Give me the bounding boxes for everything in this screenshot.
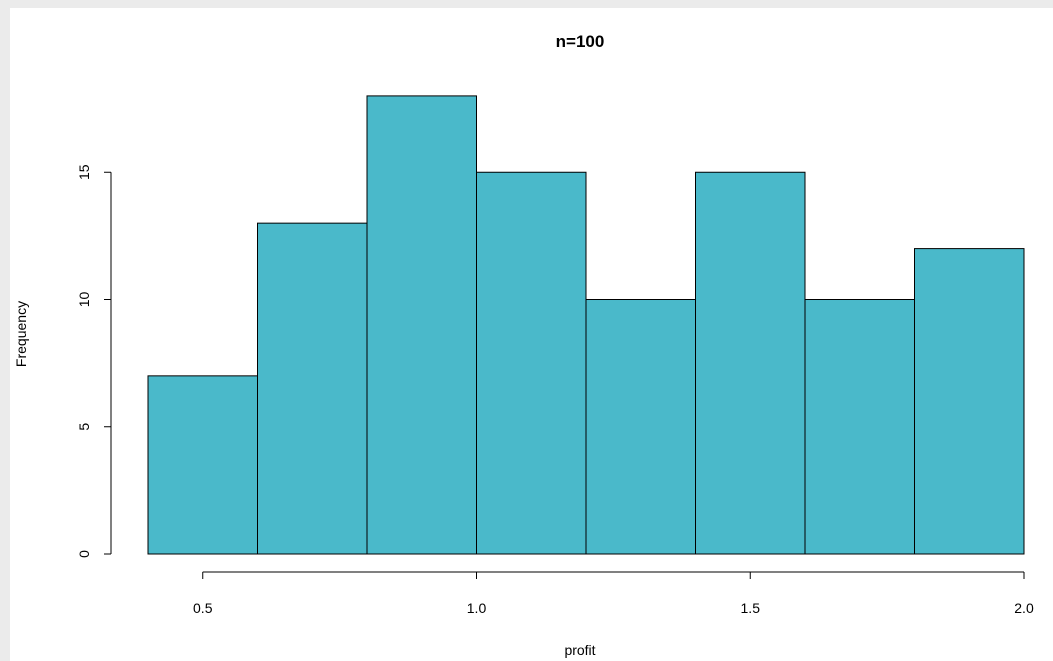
x-tick-label: 2.0 (1014, 600, 1034, 616)
y-axis: 0 5 10 15 (76, 164, 112, 558)
bars-group (147, 95, 1025, 555)
x-tick-label: 1.5 (741, 600, 761, 616)
x-axis-label: profit (564, 642, 595, 658)
x-tick-label: 0.5 (193, 600, 213, 616)
histogram-bar-7 (804, 299, 915, 555)
y-tick-label: 0 (76, 550, 92, 558)
histogram-bar-6 (695, 171, 806, 555)
histogram-bar-8 (914, 248, 1025, 555)
x-tick-label: 1.0 (467, 600, 487, 616)
histogram-bar-4 (476, 171, 587, 555)
plot-frame: n=100 0.5 1.0 1.5 2.0 0 5 10 15 profit Frequen… (10, 8, 1053, 661)
histogram-bar-2 (257, 222, 368, 555)
y-tick-label: 10 (76, 292, 92, 308)
chart-title: n=100 (556, 32, 605, 51)
histogram-bar-3 (366, 95, 477, 555)
y-tick-label: 15 (76, 164, 92, 180)
histogram-bar-5 (585, 299, 696, 555)
y-axis-label: Frequency (13, 301, 29, 367)
x-axis: 0.5 1.0 1.5 2.0 (193, 571, 1034, 616)
histogram-chart: n=100 0.5 1.0 1.5 2.0 0 5 10 15 profit Frequen… (13, 32, 1034, 658)
y-tick-label: 5 (76, 423, 92, 431)
histogram-bar-1 (147, 375, 258, 555)
